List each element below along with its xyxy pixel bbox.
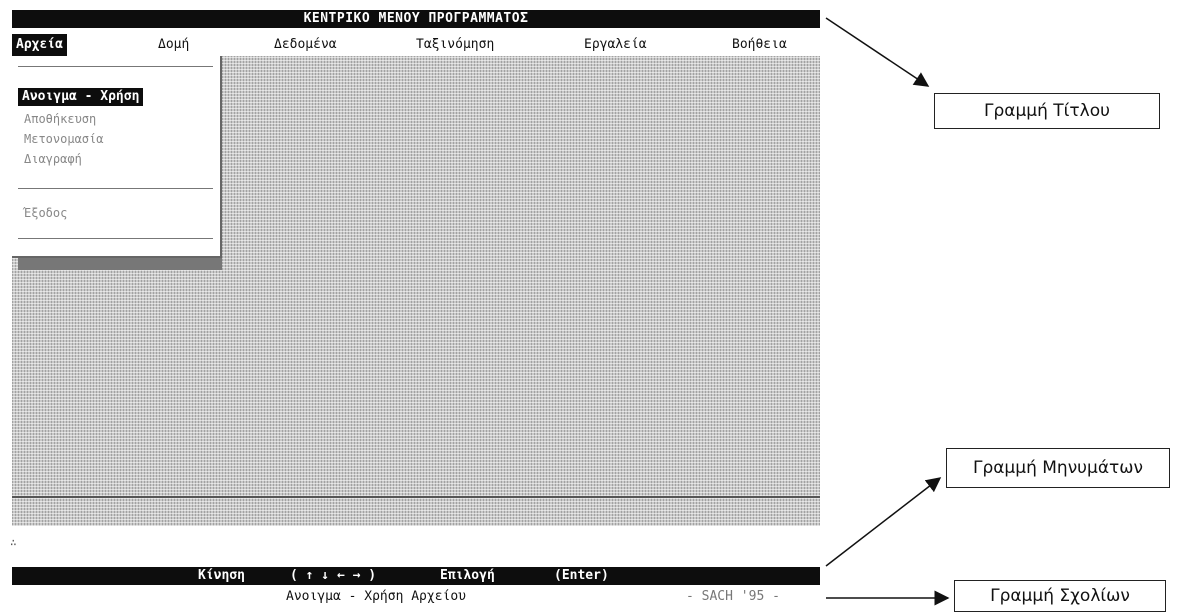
dropdown-item-open-use[interactable]: Ανοιγμα - Χρήση bbox=[18, 88, 144, 106]
menu-item-files[interactable]: Αρχεία bbox=[12, 34, 67, 56]
program-screen: ΚΕΝΤΡΙΚΟ ΜΕΝΟΥ ΠΡΟΓΡΑΜΜΑΤΟΣ Αρχεία Δομή … bbox=[10, 10, 820, 607]
version-text: - SACH '95 - bbox=[686, 589, 780, 604]
separator bbox=[18, 66, 213, 67]
callout-message-line: Γραμμή Μηνυμάτων bbox=[946, 448, 1170, 488]
hint-text: Ανοιγμα - Χρήση Αρχείου bbox=[286, 589, 467, 604]
menu-item-data[interactable]: Δεδομένα bbox=[274, 37, 337, 52]
select-label: Επιλογή bbox=[440, 568, 495, 583]
dropdown-item-save[interactable]: Αποθήκευση bbox=[24, 112, 97, 126]
separator bbox=[18, 238, 213, 239]
title-bar: ΚΕΝΤΡΙΚΟ ΜΕΝΟΥ ΠΡΟΓΡΑΜΜΑΤΟΣ bbox=[12, 10, 820, 28]
corner-mark: ∴ bbox=[10, 536, 17, 549]
menu-item-help[interactable]: Βοήθεια bbox=[732, 37, 787, 52]
move-keys: ( ↑ ↓ ← → ) bbox=[290, 568, 377, 583]
menu-item-tools[interactable]: Εργαλεία bbox=[584, 37, 647, 52]
message-bar: Κίνηση ( ↑ ↓ ← → ) Επιλογή (Enter) bbox=[12, 567, 820, 585]
select-key: (Enter) bbox=[554, 568, 609, 583]
message-arrow bbox=[825, 477, 942, 567]
title-text: ΚΕΝΤΡΙΚΟ ΜΕΝΟΥ ΠΡΟΓΡΑΜΜΑΤΟΣ bbox=[303, 11, 529, 26]
dropdown-shadow bbox=[18, 256, 222, 270]
callout-title-line: Γραμμή Τίτλου bbox=[934, 93, 1160, 129]
files-dropdown-menu: Ανοιγμα - Χρήση Αποθήκευση Μετονομασία Δ… bbox=[12, 56, 222, 258]
separator bbox=[18, 188, 213, 189]
menu-bar: Αρχεία Δομή Δεδομένα Ταξινόμηση Εργαλεία… bbox=[12, 34, 820, 56]
dropdown-item-rename[interactable]: Μετονομασία bbox=[24, 132, 104, 146]
comment-bar: Ανοιγμα - Χρήση Αρχείου - SACH '95 - bbox=[12, 587, 820, 607]
menu-item-structure[interactable]: Δομή bbox=[158, 37, 190, 52]
dropdown-item-delete[interactable]: Διαγραφή bbox=[24, 152, 82, 166]
dropdown-item-exit[interactable]: Έξοδος bbox=[24, 206, 68, 220]
divider bbox=[12, 496, 820, 498]
title-arrow bbox=[825, 17, 930, 87]
move-label: Κίνηση bbox=[198, 568, 245, 583]
callout-comment-line: Γραμμή Σχολίων bbox=[954, 580, 1166, 612]
menu-item-sorting[interactable]: Ταξινόμηση bbox=[416, 37, 495, 52]
